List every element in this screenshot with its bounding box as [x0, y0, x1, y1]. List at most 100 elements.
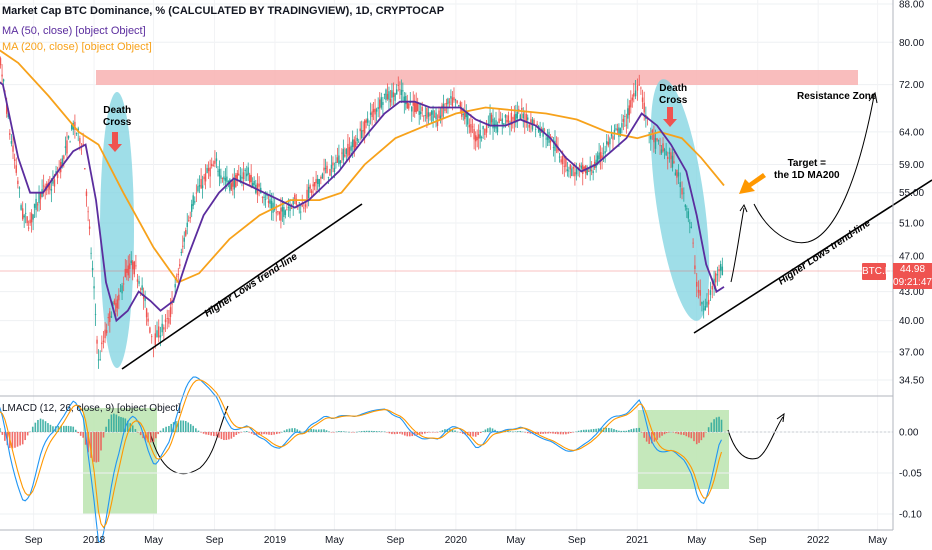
candle-body: [604, 151, 606, 154]
candle-body: [207, 168, 210, 172]
macd-histogram-bar: [462, 432, 464, 434]
candle-body: [149, 327, 151, 333]
ma200-line: [0, 49, 725, 284]
candle-body: [253, 181, 255, 185]
candle-body: [677, 172, 680, 177]
ma50-line: [0, 81, 725, 323]
candle-body: [163, 327, 165, 330]
candle-body: [138, 281, 140, 284]
candle-body: [459, 102, 462, 108]
candle-body: [29, 219, 31, 224]
macd-histogram-bar: [512, 431, 514, 433]
candle-body: [383, 94, 386, 95]
macd-histogram-bar: [52, 426, 54, 432]
macd-histogram-bar: [688, 432, 690, 438]
macd-histogram-bar: [77, 432, 80, 434]
macd-scale[interactable]: 0.00 -0.05 -0.10: [899, 428, 922, 521]
candle-body: [415, 101, 417, 113]
candle-body: [221, 178, 224, 179]
macd-histogram-bar: [610, 428, 613, 432]
candle-body: [335, 161, 337, 163]
candle-body: [183, 237, 185, 242]
macd-histogram-bar: [317, 429, 320, 432]
price-tick-1: 80.00: [899, 38, 924, 49]
macd-histogram-bar: [675, 432, 677, 434]
macd-histogram-bar: [648, 432, 650, 444]
candle-body: [64, 146, 67, 148]
price-tick-8: 43.00: [899, 287, 924, 298]
price-tick-7: 47.00: [899, 251, 924, 262]
macd-histogram-bar: [240, 432, 243, 433]
macd-histogram-bar: [489, 427, 491, 432]
macd-histogram-bar: [170, 423, 173, 432]
candle-body: [686, 208, 688, 210]
ma200-legend[interactable]: MA (200, close) [object Object]: [2, 41, 152, 53]
macd-histogram-bar: [705, 432, 707, 433]
macd-histogram-bar: [70, 426, 72, 432]
candle-body: [382, 102, 384, 105]
candle-body: [490, 114, 493, 123]
candle-body: [366, 118, 369, 123]
lmacd-legend[interactable]: LMACD (12, 26, close, 9) [object Object]: [2, 403, 181, 414]
candle-body: [654, 138, 657, 149]
macd-histogram-bar: [205, 432, 207, 435]
candle-body: [312, 184, 314, 187]
candle-body: [156, 330, 158, 338]
price-scale[interactable]: 88.00 80.00 72.00 64.00 59.00 55.00 51.00 47.00…: [899, 0, 924, 387]
macd-histogram-bar: [210, 432, 212, 436]
candle-body: [264, 199, 267, 201]
macd-histogram-bar: [16, 432, 19, 447]
candle-body: [421, 106, 423, 112]
macd-histogram-bar: [320, 429, 323, 432]
candle-body: [52, 180, 54, 184]
candle-body: [169, 307, 172, 318]
candle-body: [433, 116, 436, 118]
candle-body: [224, 178, 227, 181]
candle-body: [506, 120, 508, 123]
candle-body: [17, 180, 19, 185]
macd-histogram-bar: [31, 426, 34, 432]
candle-body: [653, 134, 655, 143]
candle-body: [290, 208, 293, 210]
macd-histogram-bar: [720, 419, 723, 432]
ma50-legend[interactable]: MA (50, close) [object Object]: [2, 25, 146, 37]
candle-body: [426, 108, 428, 119]
candle-body: [359, 128, 361, 132]
candle-body: [521, 107, 523, 110]
candle-body: [316, 178, 319, 185]
price-series-layer: [0, 56, 724, 369]
macd-histogram-bar: [554, 432, 557, 434]
macd-histogram-bar: [623, 430, 625, 432]
candle-body: [229, 179, 231, 191]
candle-body: [82, 143, 84, 145]
candle-body: [371, 111, 373, 118]
macd-histogram-bar: [477, 432, 479, 436]
candle-body: [33, 203, 36, 208]
candle-body: [560, 159, 562, 163]
candle-body: [339, 160, 342, 164]
macd-histogram-bar: [663, 432, 666, 435]
macd-histogram-bar: [656, 432, 658, 440]
candle-body: [294, 194, 296, 200]
candle-body: [684, 204, 687, 208]
time-scale[interactable]: Sep 2018 May Sep 2019 May Sep 2020 May Sep 2021 May…: [25, 535, 887, 546]
candle-body: [447, 98, 449, 105]
candle-body: [467, 113, 469, 125]
time-tick-11: May: [687, 535, 706, 546]
time-tick-1: 2018: [83, 535, 106, 546]
macd-histogram-bar: [350, 432, 353, 433]
candle-body: [405, 96, 407, 105]
macd-histogram-bar: [635, 428, 638, 432]
candle-body: [270, 201, 273, 210]
macd-histogram-bar: [507, 430, 509, 432]
macd-histogram-bar: [100, 432, 102, 451]
macd-histogram-bar: [375, 431, 378, 432]
macd-tick-0: 0.00: [899, 428, 919, 439]
candle-body: [533, 119, 535, 126]
candle-body: [1, 74, 3, 77]
macd-histogram-bar: [353, 432, 356, 433]
candle-body: [391, 90, 393, 98]
candle-body: [263, 196, 265, 199]
candle-body: [283, 207, 285, 217]
